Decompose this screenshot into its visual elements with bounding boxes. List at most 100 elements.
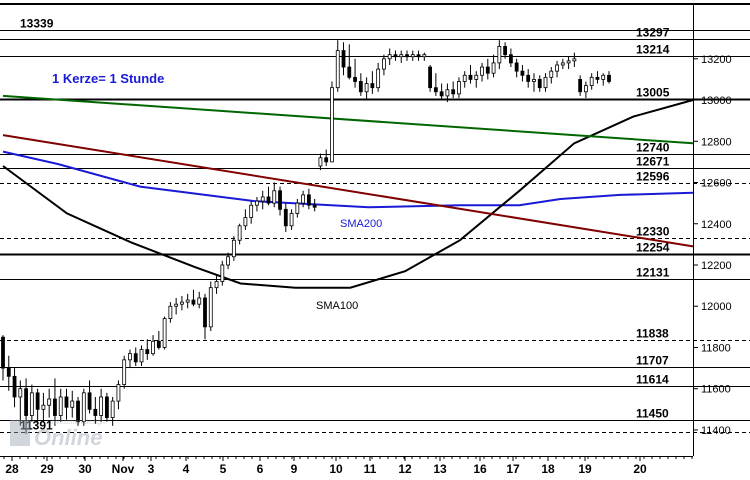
candle-body xyxy=(335,50,340,89)
watermark-logo: Online Investmentdesign xyxy=(10,419,105,450)
candle-body xyxy=(70,400,75,408)
candle-body xyxy=(151,340,155,355)
ma-line-sma200 xyxy=(2,150,694,209)
x-tick-label: 3 xyxy=(148,462,155,476)
candle-body xyxy=(572,58,577,62)
candle-body xyxy=(549,70,554,78)
y-tick-label: 12400 xyxy=(701,219,732,231)
candle-body xyxy=(41,404,46,410)
candle-body xyxy=(462,74,467,82)
trendline-3 xyxy=(2,134,694,248)
candle-body xyxy=(266,196,271,204)
x-tick-label: 19 xyxy=(578,462,592,476)
candle-body xyxy=(162,318,167,348)
candle-body xyxy=(237,225,242,241)
candle-body xyxy=(76,400,80,423)
x-tick-label: 9 xyxy=(291,462,298,476)
candle-body xyxy=(330,87,334,163)
x-tick-label: 17 xyxy=(506,462,520,476)
level-label-13297: 13297 xyxy=(636,26,670,40)
y-axis: 11400 11600 11800 12000 12200 12400 12600 12800… xyxy=(693,4,732,456)
level-label-12671: 12671 xyxy=(636,155,670,169)
candle-body xyxy=(480,66,484,76)
candle-body xyxy=(81,392,86,423)
candle-body xyxy=(64,396,69,408)
x-tick-label: 5 xyxy=(220,462,227,476)
candle-body xyxy=(283,208,288,227)
level-label-11707: 11707 xyxy=(636,354,669,368)
candle-body xyxy=(29,392,34,416)
candle-body xyxy=(584,85,588,93)
candle-body xyxy=(18,388,23,398)
candle-body xyxy=(180,301,184,305)
candle-body xyxy=(203,297,207,328)
y-tick-label: 12200 xyxy=(701,260,732,272)
trendlines xyxy=(2,94,694,289)
ma-line-sma100 xyxy=(2,99,694,289)
x-tick-label: 10 xyxy=(329,462,343,476)
candle-body xyxy=(353,76,357,82)
level-label-12131: 12131 xyxy=(636,266,670,280)
candle-body xyxy=(370,83,375,89)
candle-body xyxy=(503,46,508,56)
level-label-12254: 12254 xyxy=(636,241,670,255)
y-tick-label: 13200 xyxy=(701,54,732,66)
level-label-11614: 11614 xyxy=(636,373,669,387)
level-label-13339: 13339 xyxy=(20,17,54,31)
x-tick-label: 30 xyxy=(78,462,92,476)
candle-body xyxy=(116,384,121,402)
y-tick-label: 12600 xyxy=(701,178,732,190)
candle-body xyxy=(289,213,294,227)
level-label-11450: 11450 xyxy=(636,407,669,421)
candle-body xyxy=(607,74,611,82)
level-label-13005: 13005 xyxy=(636,86,670,100)
candle-body xyxy=(24,388,28,416)
candle-body xyxy=(272,190,277,204)
watermark-tagline: Investmentdesign xyxy=(50,419,105,426)
candle-body xyxy=(399,54,404,58)
candles xyxy=(1,40,611,435)
candle-body xyxy=(555,64,559,72)
y-tick-label: 11400 xyxy=(701,425,731,437)
candle-body xyxy=(87,392,92,410)
candle-body xyxy=(185,299,190,303)
level-label-12330: 12330 xyxy=(636,225,670,239)
candle-body xyxy=(341,50,346,68)
level-label-12596: 12596 xyxy=(636,170,670,184)
candle-body xyxy=(376,68,381,89)
candle-body xyxy=(439,91,444,97)
candle-body xyxy=(347,66,352,78)
candle-body xyxy=(260,196,265,202)
candle-body xyxy=(387,54,392,60)
candle-body xyxy=(433,87,438,93)
candle-body xyxy=(520,70,525,76)
candle-body xyxy=(53,398,57,416)
candle-body xyxy=(191,299,196,305)
candle-body xyxy=(358,81,363,93)
candle-body xyxy=(226,256,230,266)
level-label-11391: 11391 xyxy=(20,419,53,433)
candle-body xyxy=(122,359,127,385)
x-tick-label: 20 xyxy=(633,462,647,476)
candle-body xyxy=(12,375,17,398)
x-tick-label: Nov xyxy=(112,462,135,476)
y-tick-label: 13000 xyxy=(701,95,732,107)
chart-subtitle: 1 Kerze= 1 Stunde xyxy=(52,71,164,86)
candle-body xyxy=(47,398,52,406)
y-tick-label: 11800 xyxy=(701,342,731,354)
candle-body xyxy=(393,54,398,58)
candle-body xyxy=(168,305,173,320)
candle-body xyxy=(468,74,473,80)
candle-body xyxy=(543,76,548,89)
candle-body xyxy=(214,281,219,289)
candle-body xyxy=(497,46,502,64)
level-label-11838: 11838 xyxy=(636,327,669,341)
candle-body xyxy=(208,287,213,328)
candle-body xyxy=(410,54,415,58)
candle-body xyxy=(578,79,583,93)
x-tick-label: 16 xyxy=(473,462,487,476)
candle-body xyxy=(1,336,5,369)
candle-body xyxy=(133,353,138,363)
